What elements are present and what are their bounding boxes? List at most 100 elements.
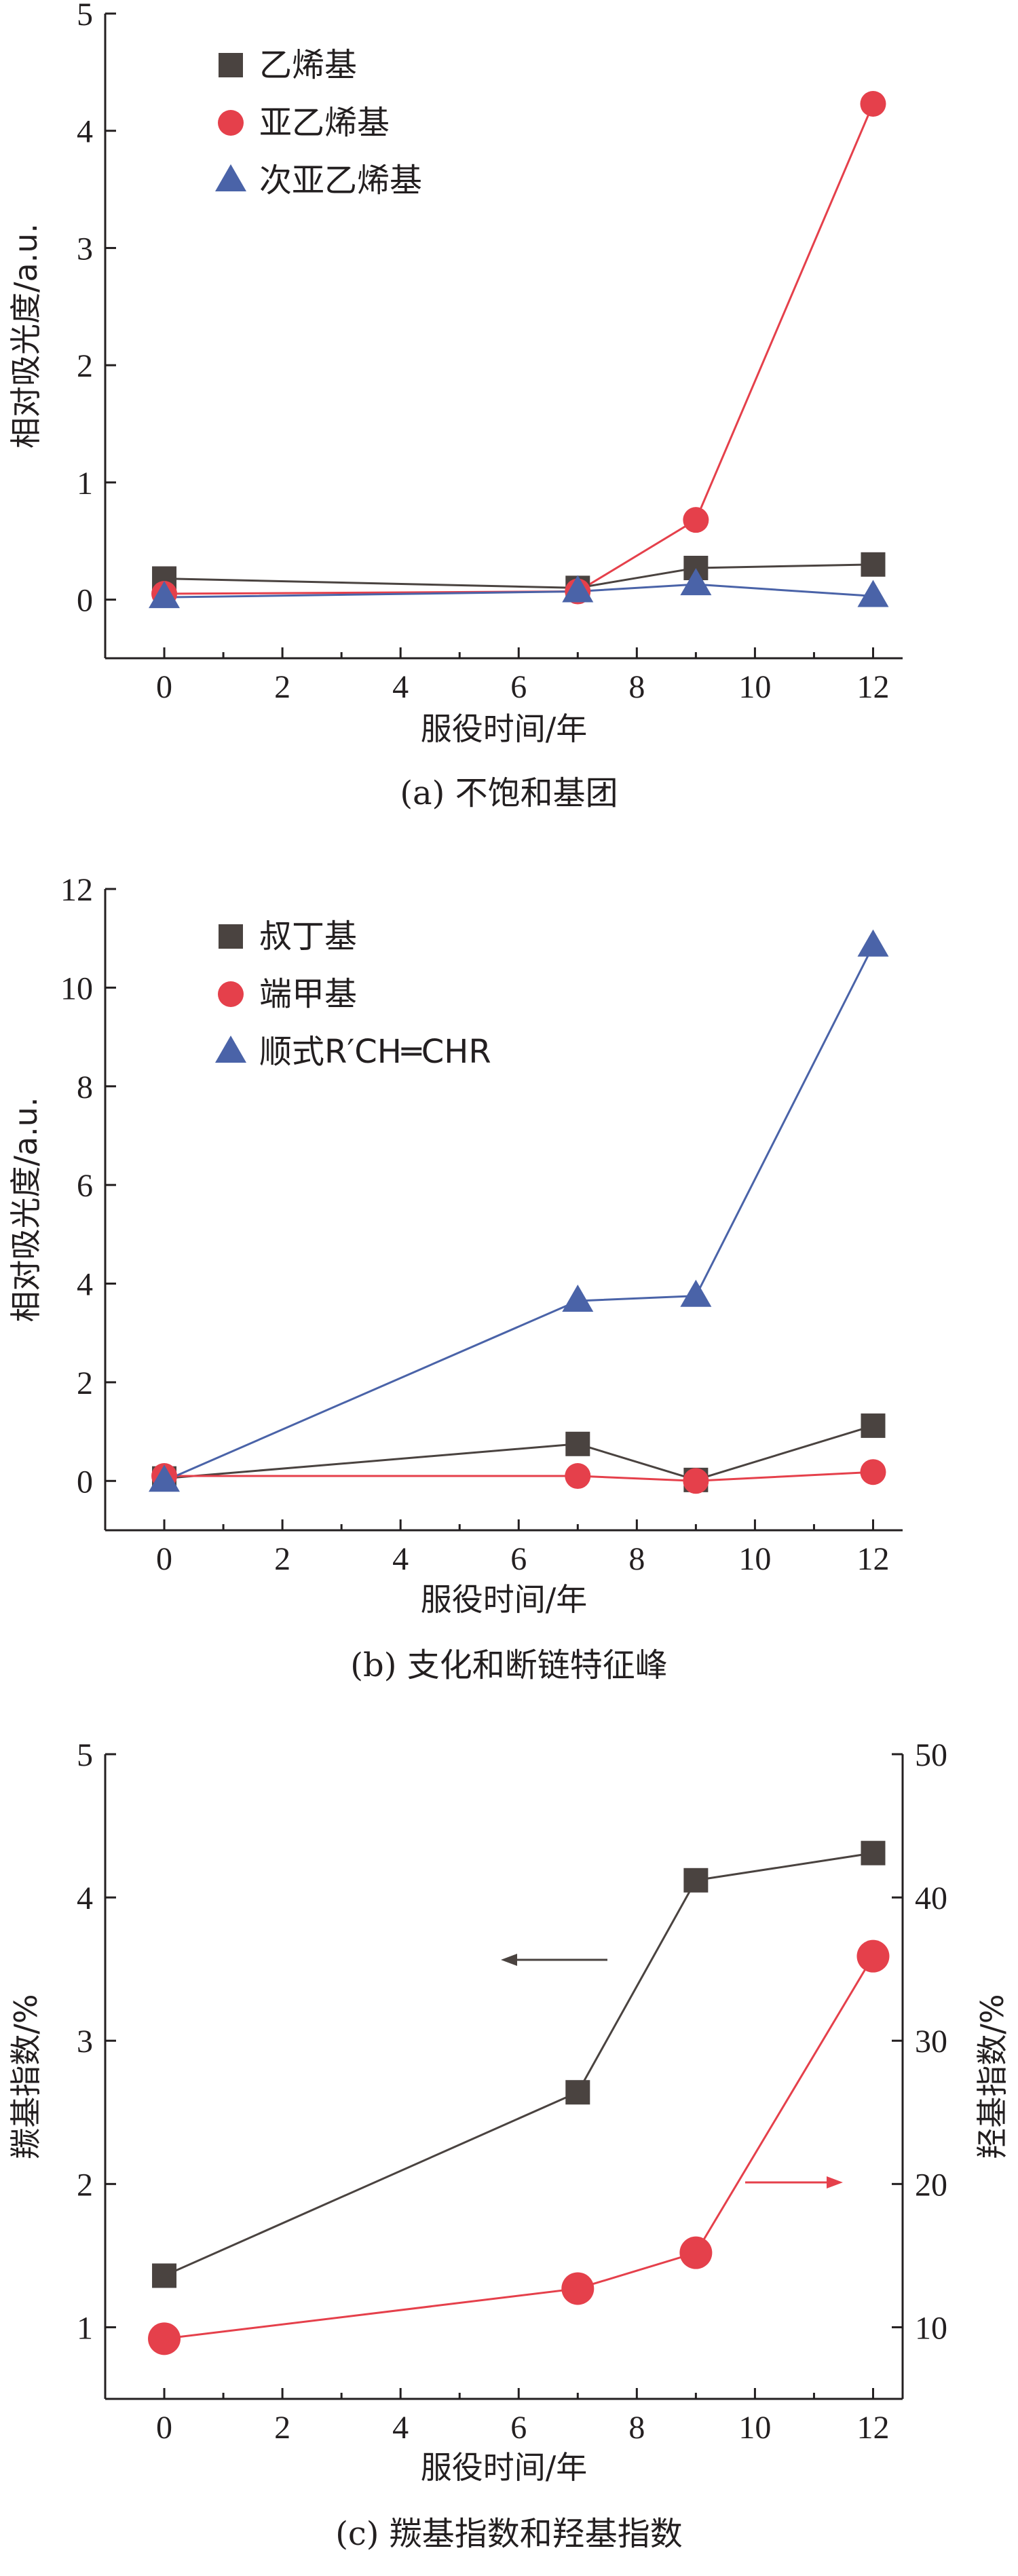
data-point-series-1 bbox=[683, 507, 709, 533]
x-tick-label: 2 bbox=[274, 669, 290, 705]
y-axis-title: 羰基指数/% bbox=[7, 1994, 44, 2159]
data-point-series-0 bbox=[152, 2263, 177, 2288]
data-point-series-1 bbox=[148, 2322, 181, 2355]
x-axis-title: 服役时间/年 bbox=[421, 2449, 588, 2486]
legend-marker-1 bbox=[218, 110, 244, 136]
series-line-1 bbox=[164, 1955, 874, 2340]
data-point-series-2 bbox=[857, 929, 889, 957]
y-right-tick-label: 20 bbox=[915, 2167, 947, 2203]
y-tick-label: 3 bbox=[77, 2024, 93, 2060]
legend-label-0: 叔丁基 bbox=[259, 917, 357, 955]
y-tick-label: 8 bbox=[77, 1069, 93, 1105]
x-tick-label: 8 bbox=[628, 2410, 645, 2446]
y-tick-label: 12 bbox=[60, 872, 93, 908]
data-point-series-2 bbox=[562, 575, 594, 603]
y-tick-label: 3 bbox=[77, 231, 93, 267]
data-point-series-1 bbox=[683, 1468, 709, 1494]
x-tick-label: 4 bbox=[392, 1541, 409, 1577]
y-tick-label: 5 bbox=[77, 1737, 93, 1773]
x-tick-label: 12 bbox=[856, 669, 889, 705]
x-axis-title: 服役时间/年 bbox=[421, 711, 588, 747]
x-tick-label: 2 bbox=[274, 2410, 290, 2446]
x-tick-label: 0 bbox=[156, 669, 172, 705]
legend-label-0: 乙烯基 bbox=[259, 46, 357, 84]
panel-caption: (b) 支化和断链特征峰 bbox=[350, 1646, 667, 1684]
y-axis-right-title: 羟基指数/% bbox=[974, 1994, 1011, 2159]
arrow-right-head bbox=[827, 2176, 843, 2189]
x-tick-label: 0 bbox=[156, 1541, 172, 1577]
y-right-tick-label: 10 bbox=[915, 2310, 947, 2346]
x-tick-label: 6 bbox=[510, 2410, 527, 2446]
legend-marker-1 bbox=[218, 981, 244, 1007]
x-tick-label: 12 bbox=[856, 1541, 889, 1577]
arrow-left-head bbox=[501, 1954, 517, 1966]
y-tick-label: 5 bbox=[77, 0, 93, 33]
legend-label-2: 顺式R′CH═CHR bbox=[259, 1033, 491, 1071]
data-point-series-0 bbox=[861, 1840, 886, 1865]
data-point-series-0 bbox=[861, 1413, 886, 1438]
data-point-series-2 bbox=[680, 568, 712, 596]
y-axis-title: 相对吸光度/a.u. bbox=[7, 1097, 44, 1322]
data-point-series-0 bbox=[565, 2080, 590, 2105]
x-tick-label: 8 bbox=[628, 669, 645, 705]
data-point-series-1 bbox=[679, 2236, 713, 2269]
x-tick-label: 0 bbox=[156, 2410, 172, 2446]
y-tick-label: 4 bbox=[77, 1267, 93, 1303]
legend-marker-0 bbox=[219, 53, 243, 77]
x-tick-label: 10 bbox=[738, 1541, 771, 1577]
data-point-series-2 bbox=[857, 580, 889, 607]
data-point-series-2 bbox=[149, 581, 181, 609]
series-line-2 bbox=[164, 583, 873, 599]
y-tick-label: 10 bbox=[60, 970, 93, 1006]
y-tick-label: 0 bbox=[77, 583, 93, 619]
data-point-series-0 bbox=[861, 552, 886, 577]
y-right-tick-label: 40 bbox=[915, 1880, 947, 1916]
y-right-tick-label: 50 bbox=[915, 1737, 947, 1773]
series-line-2 bbox=[164, 945, 874, 1482]
data-point-series-2 bbox=[562, 1284, 594, 1312]
y-tick-label: 2 bbox=[77, 348, 93, 384]
x-tick-label: 2 bbox=[274, 1541, 290, 1577]
x-tick-label: 6 bbox=[510, 669, 527, 705]
x-tick-label: 4 bbox=[392, 669, 409, 705]
data-point-series-1 bbox=[856, 1939, 890, 1973]
legend-label-1: 端甲基 bbox=[259, 975, 357, 1013]
y-tick-label: 4 bbox=[77, 1880, 93, 1916]
series-line-1 bbox=[164, 1471, 873, 1482]
data-point-series-1 bbox=[860, 91, 886, 117]
legend-label-1: 亚乙烯基 bbox=[259, 104, 390, 142]
x-tick-label: 12 bbox=[856, 2410, 889, 2446]
y-tick-label: 2 bbox=[77, 2167, 93, 2203]
panel-caption: (c) 羰基指数和羟基指数 bbox=[335, 2515, 683, 2553]
y-tick-label: 0 bbox=[77, 1464, 93, 1500]
panel-caption: (a) 不饱和基团 bbox=[400, 774, 618, 812]
x-tick-label: 10 bbox=[738, 669, 771, 705]
legend-marker-0 bbox=[219, 924, 243, 949]
y-tick-label: 4 bbox=[77, 114, 93, 150]
y-tick-label: 6 bbox=[77, 1168, 93, 1204]
data-point-series-1 bbox=[565, 1463, 591, 1490]
y-axis-title: 相对吸光度/a.u. bbox=[7, 223, 44, 449]
series-line-1 bbox=[164, 103, 874, 595]
x-tick-label: 6 bbox=[510, 1541, 527, 1577]
x-tick-label: 4 bbox=[392, 2410, 409, 2446]
data-point-series-1 bbox=[860, 1459, 886, 1485]
data-point-series-1 bbox=[561, 2272, 595, 2305]
y-tick-label: 1 bbox=[77, 2310, 93, 2346]
legend-marker-2 bbox=[215, 164, 246, 191]
legend-marker-2 bbox=[215, 1036, 246, 1063]
series-line-0 bbox=[164, 1852, 873, 2277]
x-tick-label: 8 bbox=[628, 1541, 645, 1577]
data-point-series-2 bbox=[149, 1464, 181, 1492]
series-line-0 bbox=[164, 563, 873, 589]
data-point-series-0 bbox=[683, 1868, 709, 1893]
x-axis-title: 服役时间/年 bbox=[421, 1581, 588, 1618]
y-right-tick-label: 30 bbox=[915, 2024, 947, 2060]
data-point-series-2 bbox=[680, 1279, 712, 1307]
y-tick-label: 1 bbox=[77, 466, 93, 501]
panel-b: 0 2 4 6 8 10 12 0 2 4 6 8 10 12 服役时间/年 相对吸光度/a.u. (b) 支化… bbox=[7, 872, 903, 1684]
data-point-series-0 bbox=[565, 1431, 590, 1456]
